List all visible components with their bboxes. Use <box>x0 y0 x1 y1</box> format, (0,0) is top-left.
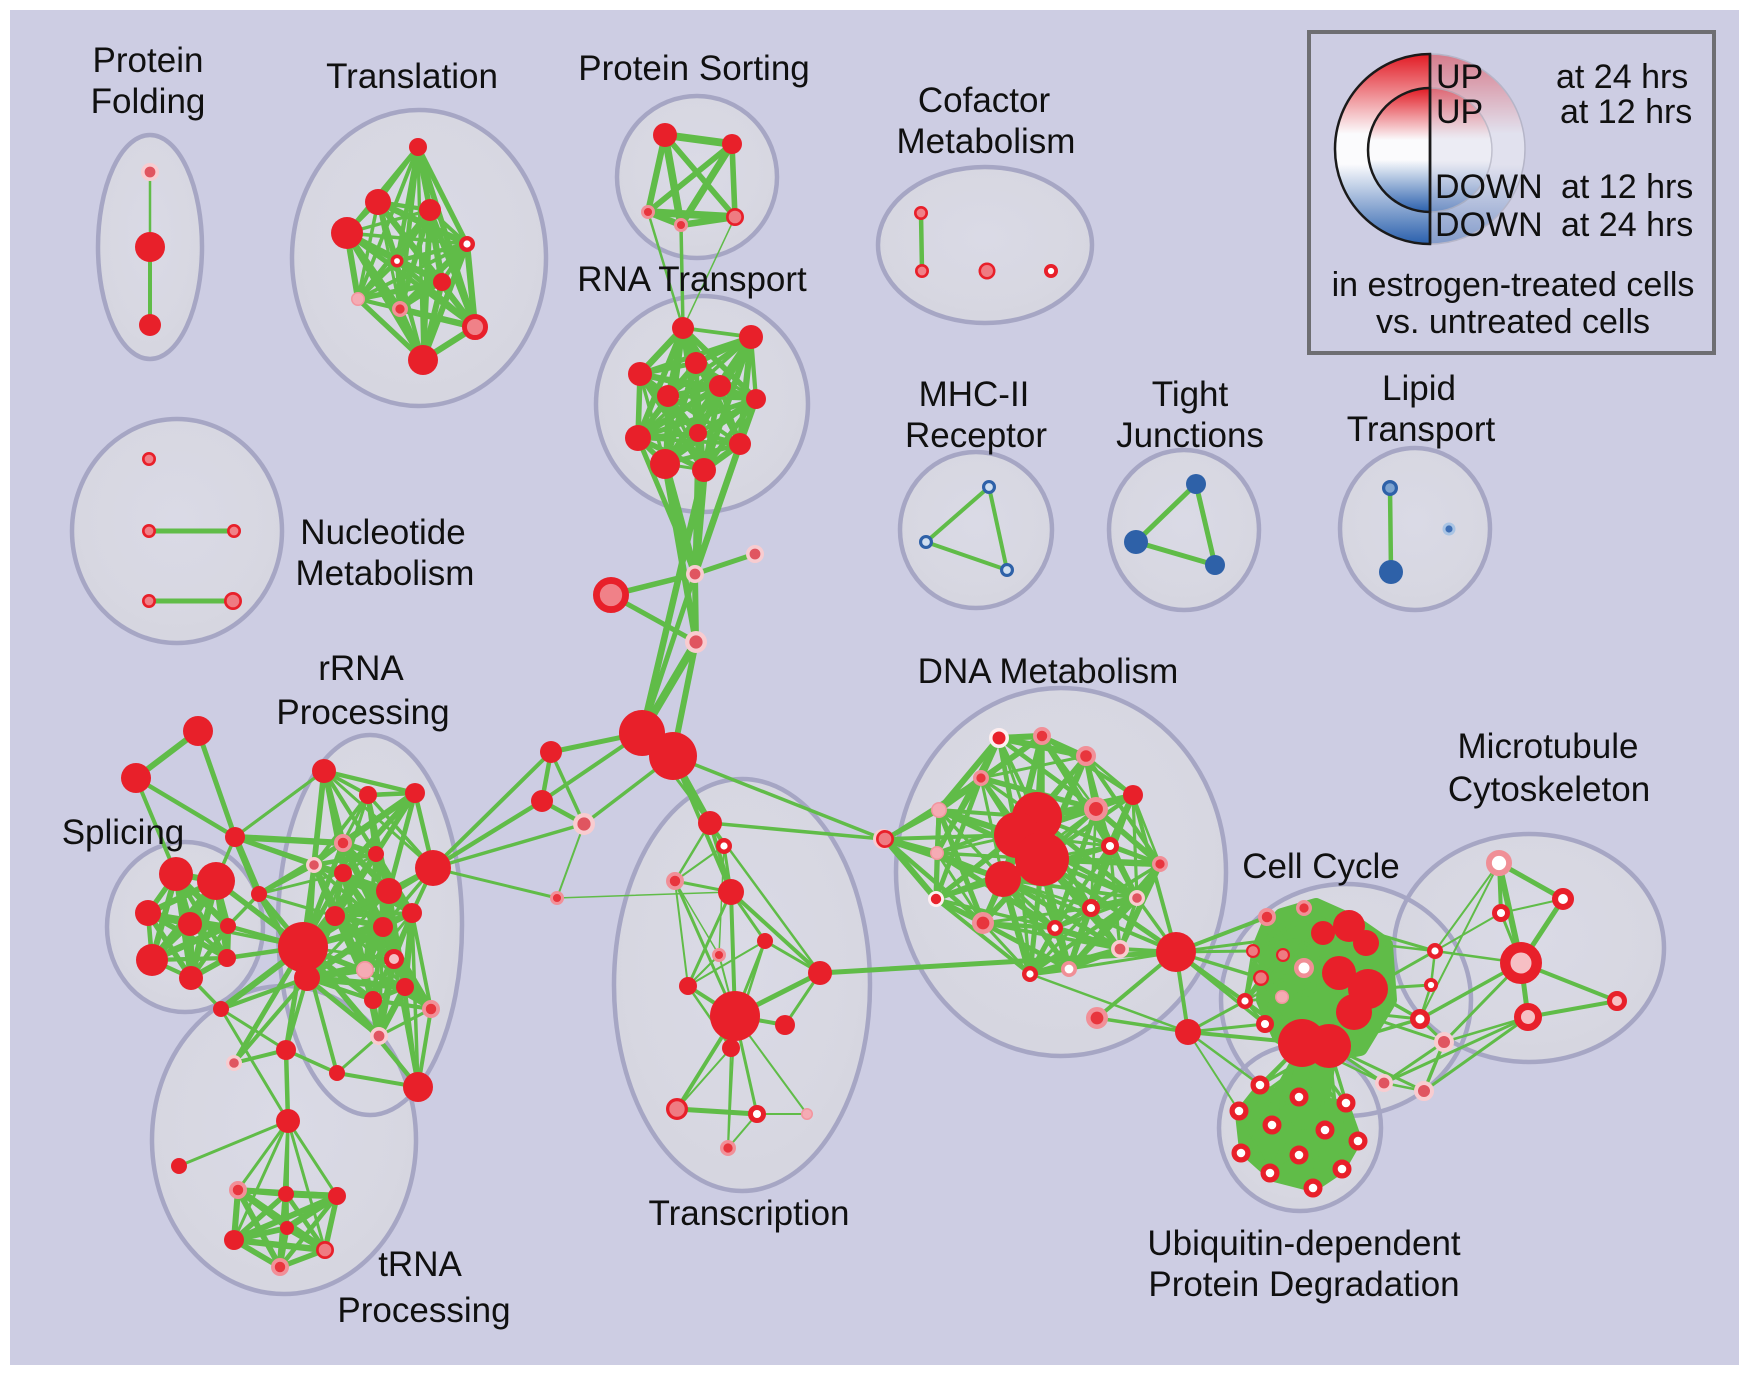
svg-text:Nucleotide: Nucleotide <box>300 513 465 552</box>
svg-text:Cofactor: Cofactor <box>918 81 1051 120</box>
svg-text:Protein Degradation: Protein Degradation <box>1148 1265 1459 1304</box>
svg-text:at 12 hrs: at 12 hrs <box>1561 168 1693 206</box>
svg-text:DNA Metabolism: DNA Metabolism <box>918 652 1179 691</box>
svg-text:MHC-II: MHC-II <box>919 375 1030 414</box>
svg-text:at 12 hrs: at 12 hrs <box>1560 93 1692 131</box>
svg-text:at 24 hrs: at 24 hrs <box>1561 206 1693 244</box>
svg-text:RNA Transport: RNA Transport <box>577 260 807 299</box>
svg-text:in estrogen-treated cells: in estrogen-treated cells <box>1332 266 1695 304</box>
svg-text:Lipid: Lipid <box>1382 369 1456 408</box>
svg-text:Processing: Processing <box>337 1291 510 1330</box>
svg-text:Metabolism: Metabolism <box>296 554 475 593</box>
svg-text:Protein: Protein <box>93 41 204 80</box>
svg-text:vs. untreated cells: vs. untreated cells <box>1376 303 1650 341</box>
svg-text:Receptor: Receptor <box>905 416 1047 455</box>
svg-text:Translation: Translation <box>326 57 498 96</box>
svg-text:tRNA: tRNA <box>378 1245 462 1284</box>
svg-text:Transcription: Transcription <box>649 1194 850 1233</box>
svg-text:rRNA: rRNA <box>318 649 404 688</box>
svg-text:Transport: Transport <box>1347 410 1496 449</box>
svg-text:Metabolism: Metabolism <box>897 122 1076 161</box>
svg-text:Cytoskeleton: Cytoskeleton <box>1448 770 1650 809</box>
svg-text:Protein Sorting: Protein Sorting <box>578 49 810 88</box>
svg-text:DOWN: DOWN <box>1435 168 1543 206</box>
svg-text:Processing: Processing <box>276 693 449 732</box>
svg-text:Splicing: Splicing <box>62 813 185 852</box>
svg-text:Cell Cycle: Cell Cycle <box>1242 847 1400 886</box>
svg-text:Ubiquitin-dependent: Ubiquitin-dependent <box>1147 1224 1461 1263</box>
svg-text:Tight: Tight <box>1152 375 1229 414</box>
svg-text:Folding: Folding <box>91 82 206 121</box>
svg-text:UP: UP <box>1436 93 1483 131</box>
svg-text:UP: UP <box>1436 58 1483 96</box>
svg-text:Microtubule: Microtubule <box>1458 727 1639 766</box>
svg-text:DOWN: DOWN <box>1435 206 1543 244</box>
svg-text:at 24 hrs: at 24 hrs <box>1556 58 1688 96</box>
svg-text:Junctions: Junctions <box>1116 416 1264 455</box>
